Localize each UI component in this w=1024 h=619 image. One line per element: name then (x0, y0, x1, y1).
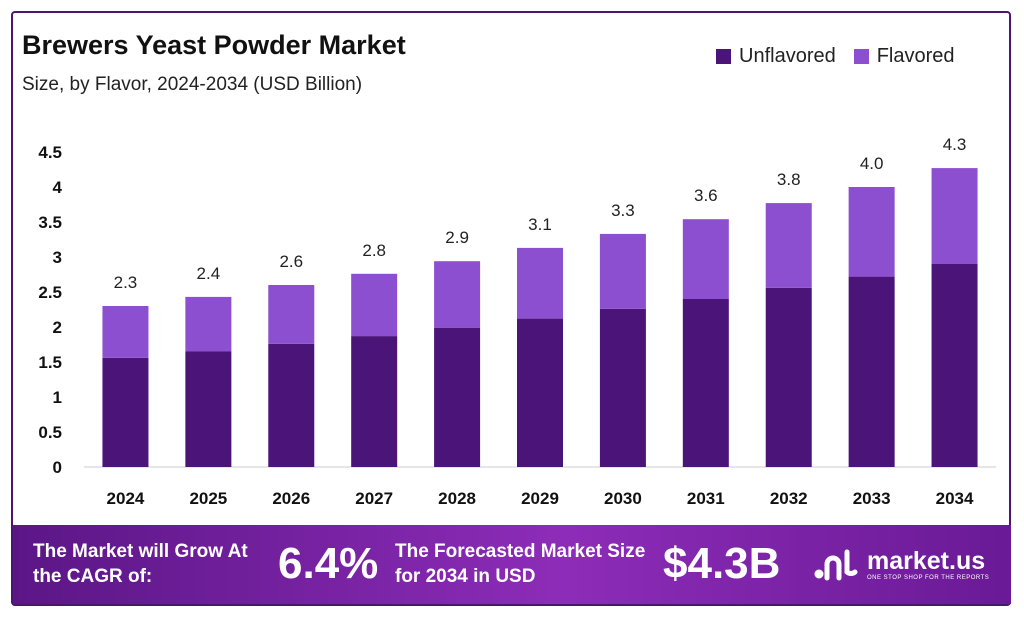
legend-item-flavored: Flavored (853, 45, 955, 68)
data-label-total: 3.1 (528, 215, 552, 234)
cagr-label: The Market will Grow At the CAGR of: (33, 541, 248, 587)
data-label-total: 4.0 (860, 154, 884, 173)
bar-flavored-2031 (682, 219, 729, 299)
y-tick-label: 4.5 (38, 143, 62, 162)
bar-flavored-2029 (517, 247, 563, 319)
brand-tagline: ONE STOP SHOP FOR THE REPORTS (867, 575, 990, 581)
bar-flavored-2034 (931, 168, 978, 264)
bar-unflavored-2028 (434, 327, 481, 467)
legend: Unflavored Flavored (716, 45, 955, 68)
footer-banner: The Market will Grow At the CAGR of: 6.4… (13, 525, 1011, 604)
cagr-value: 6.4% (278, 539, 379, 588)
market-us-logo-icon (814, 549, 858, 581)
x-tick-label: 2034 (936, 489, 974, 508)
bar-flavored-2027 (351, 273, 398, 337)
bar-unflavored-2025 (185, 351, 232, 467)
bar-flavored-2024 (102, 306, 149, 358)
legend-label-unflavored: Unflavored (739, 45, 836, 67)
data-label-total: 3.8 (777, 170, 801, 189)
bar-unflavored-2027 (351, 336, 398, 467)
bar-unflavored-2033 (848, 276, 895, 467)
bar-chart: 0 0.5 1 1.5 2 2.5 3 3.5 4 4.5 2.3 2024 2.4 2025 2.6 202… (38, 135, 996, 508)
y-tick-label: 2 (53, 318, 62, 337)
data-label-total: 2.4 (197, 264, 221, 283)
chart-frame (11, 11, 1011, 606)
bar-flavored-2028 (434, 261, 481, 328)
legend-swatch-unflavored (716, 49, 731, 64)
legend-label-flavored: Flavored (876, 45, 955, 67)
bar-flavored-2026 (268, 285, 315, 344)
data-label-total: 2.9 (445, 228, 469, 247)
data-label-total: 2.6 (279, 252, 303, 271)
y-tick-label: 2.5 (38, 283, 62, 302)
bar-flavored-2032 (765, 203, 812, 288)
bar-unflavored-2032 (765, 287, 812, 467)
bar-flavored-2033 (848, 187, 895, 277)
y-tick-label: 4 (53, 178, 63, 197)
legend-item-unflavored: Unflavored (716, 45, 836, 68)
y-tick-label: 3.5 (38, 213, 62, 232)
chart-subtitle: Size, by Flavor, 2024-2034 (USD Billion) (22, 74, 363, 95)
x-tick-label: 2031 (687, 489, 725, 508)
y-tick-label: 0 (53, 458, 62, 477)
data-label-total: 2.8 (362, 241, 386, 260)
y-tick-label: 0.5 (38, 423, 62, 442)
x-tick-label: 2026 (272, 489, 310, 508)
bar-unflavored-2026 (268, 343, 315, 467)
x-tick-label: 2029 (521, 489, 559, 508)
data-label-total: 3.6 (694, 186, 718, 205)
brand-logo: market.us ONE STOP SHOP FOR THE REPORTS (813, 543, 989, 587)
x-tick-label: 2024 (107, 489, 145, 508)
bar-flavored-2025 (185, 296, 232, 352)
x-tick-label: 2025 (189, 489, 227, 508)
x-tick-label: 2027 (355, 489, 393, 508)
x-tick-label: 2033 (853, 489, 891, 508)
y-tick-label: 1 (53, 388, 62, 407)
bar-unflavored-2031 (682, 299, 729, 467)
chart-title: Brewers Yeast Powder Market (22, 30, 406, 60)
bar-unflavored-2024 (102, 357, 149, 467)
bar-unflavored-2029 (517, 318, 563, 467)
brand-name: market.us (867, 547, 986, 575)
bar-unflavored-2034 (931, 264, 978, 467)
x-tick-label: 2030 (604, 489, 642, 508)
y-tick-label: 1.5 (38, 353, 62, 372)
x-tick-label: 2032 (770, 489, 808, 508)
x-tick-label: 2028 (438, 489, 476, 508)
forecast-size-value: $4.3B (663, 539, 781, 588)
bar-flavored-2030 (599, 233, 646, 309)
legend-swatch-flavored (853, 49, 869, 64)
data-label-total: 4.3 (943, 135, 967, 154)
forecast-size-label: The Forecasted Market Size for 2034 in U… (395, 541, 646, 587)
bar-unflavored-2030 (599, 308, 646, 467)
y-tick-label: 3 (53, 248, 62, 267)
data-label-total: 2.3 (114, 273, 138, 292)
data-label-total: 3.3 (611, 201, 635, 220)
